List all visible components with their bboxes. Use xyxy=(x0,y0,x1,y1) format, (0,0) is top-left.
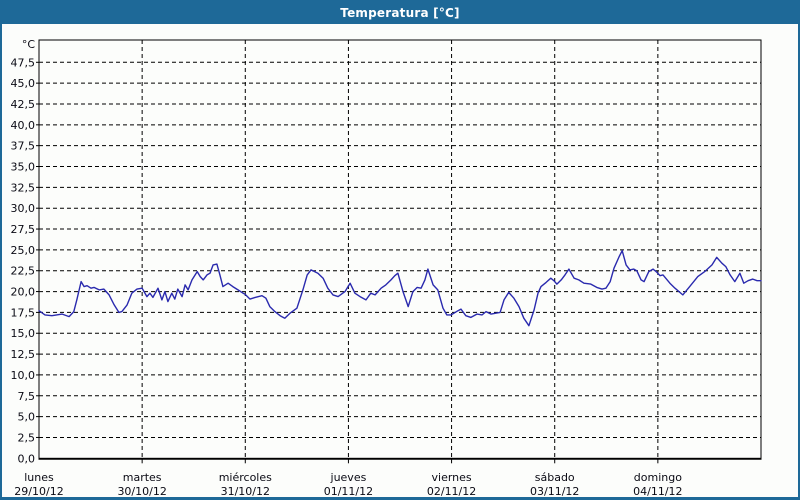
window-title-bar: Temperatura [°C] xyxy=(2,2,798,24)
y-tick-label: 5,0 xyxy=(18,411,36,424)
y-tick-label: 40,0 xyxy=(11,119,36,132)
x-tick-date-label: 04/11/12 xyxy=(633,485,682,496)
x-tick-date-label: 03/11/12 xyxy=(530,485,579,496)
y-tick-label: 27,5 xyxy=(11,223,36,236)
y-tick-label: 37,5 xyxy=(11,140,36,153)
y-tick-label: 12,5 xyxy=(11,348,36,361)
y-tick-label: 30,0 xyxy=(11,202,36,215)
x-tick-date-label: 29/10/12 xyxy=(14,485,63,496)
x-tick-weekday-label: miércoles xyxy=(219,471,272,484)
y-tick-label: 22,5 xyxy=(11,265,36,278)
chart-area: 0,0 2,5 5,0 7,5 10,0 12,5 15,0 17,5 20,0 22,5 25,0… xyxy=(2,24,798,497)
x-tick-date-label: 02/11/12 xyxy=(427,485,476,496)
x-tick-weekday-label: viernes xyxy=(432,471,472,484)
y-tick-label: 7,5 xyxy=(18,390,36,403)
y-tick-label: 45,0 xyxy=(11,77,36,90)
x-tick-weekday-label: domingo xyxy=(634,471,682,484)
y-tick-label: 15,0 xyxy=(11,327,36,340)
x-tick-weekday-label: sábado xyxy=(535,471,575,484)
y-tick-label: 0,0 xyxy=(18,452,36,465)
x-tick-weekday-label: martes xyxy=(123,471,162,484)
window-title: Temperatura [°C] xyxy=(340,6,460,20)
x-tick-date-label: 31/10/12 xyxy=(221,485,270,496)
y-axis-unit-label: °C xyxy=(22,38,36,51)
y-tick-label: 35,0 xyxy=(11,161,36,174)
y-tick-label: 10,0 xyxy=(11,369,36,382)
y-tick-label: 32,5 xyxy=(11,181,36,194)
y-tick-label: 47,5 xyxy=(11,56,36,69)
y-tick-label: 20,0 xyxy=(11,286,36,299)
x-tick-weekday-label: jueves xyxy=(330,471,367,484)
x-tick-date-label: 01/11/12 xyxy=(324,485,373,496)
x-tick-date-label: 30/10/12 xyxy=(117,485,166,496)
temperature-line xyxy=(38,249,762,327)
x-tick-weekday-label: lunes xyxy=(24,471,54,484)
y-tick-label: 25,0 xyxy=(11,244,36,257)
y-tick-label: 2,5 xyxy=(18,431,36,444)
temperature-chart-svg: 0,0 2,5 5,0 7,5 10,0 12,5 15,0 17,5 20,0 22,5 25,0… xyxy=(11,38,762,497)
y-tick-label: 42,5 xyxy=(11,98,36,111)
y-tick-label: 17,5 xyxy=(11,306,36,319)
